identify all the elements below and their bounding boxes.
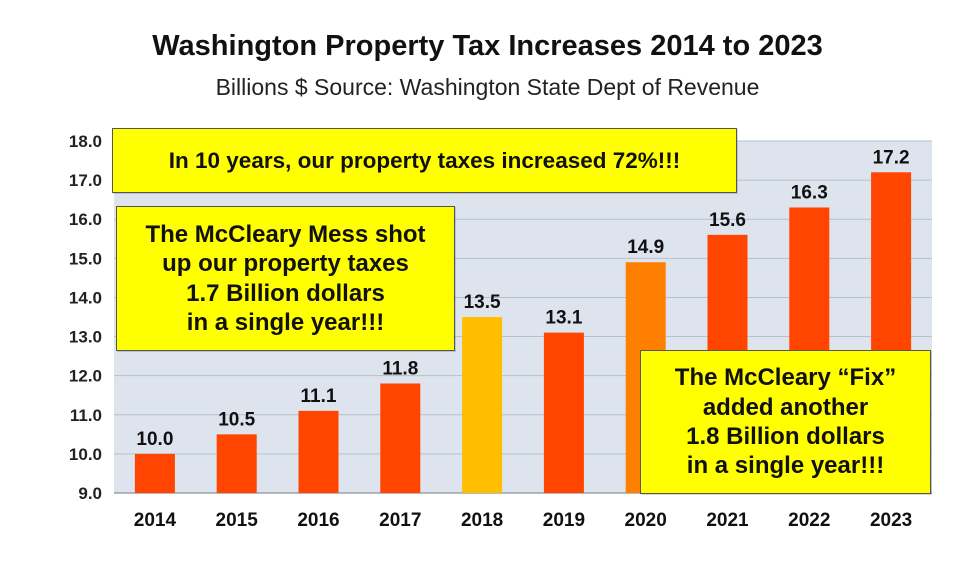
data-label-2017: 11.8 bbox=[382, 358, 418, 379]
data-label-2015: 10.5 bbox=[218, 409, 255, 430]
callout-mccleary-fix: The McCleary “Fix” added another 1.8 Bil… bbox=[640, 350, 931, 494]
x-tick-label-2014: 2014 bbox=[134, 510, 177, 531]
x-tick-label-2019: 2019 bbox=[543, 510, 585, 531]
x-tick-label-2018: 2018 bbox=[461, 510, 503, 531]
x-tick-label-2021: 2021 bbox=[706, 510, 749, 531]
y-tick-label: 18.0 bbox=[69, 132, 102, 151]
x-tick-label-2016: 2016 bbox=[297, 510, 339, 531]
data-label-2016: 11.1 bbox=[301, 386, 337, 407]
chart-title: Washington Property Tax Increases 2014 t… bbox=[152, 30, 823, 62]
x-tick-label-2023: 2023 bbox=[870, 510, 912, 531]
y-tick-label: 14.0 bbox=[69, 288, 102, 307]
data-label-2023: 17.2 bbox=[873, 147, 910, 168]
bar-2015 bbox=[216, 434, 257, 493]
callout-mccleary-mess: The McCleary Mess shot up our property t… bbox=[116, 206, 455, 351]
x-tick-label-2015: 2015 bbox=[216, 510, 259, 531]
callout-72-percent: In 10 years, our property taxes increase… bbox=[112, 128, 737, 193]
data-label-2018: 13.5 bbox=[464, 292, 501, 313]
data-labels: 10.0 10.5 11.1 11.8 13.5 13.1 14.9 15.6 16.3 17.2 bbox=[136, 147, 909, 450]
x-axis-ticks: 2014 2015 2016 2017 2018 2019 2020 2021 2022 2023 bbox=[134, 510, 912, 531]
y-tick-label: 17.0 bbox=[69, 171, 102, 190]
data-label-2019: 13.1 bbox=[545, 308, 582, 329]
x-tick-label-2022: 2022 bbox=[788, 510, 830, 531]
data-label-2022: 16.3 bbox=[791, 182, 828, 203]
bar-2014 bbox=[134, 453, 175, 493]
bar-2017 bbox=[380, 383, 421, 493]
y-axis-ticks: 9.0 10.0 11.0 12.0 13.0 14.0 15.0 16.0 17.0 18.0 bbox=[69, 132, 102, 503]
chart-subtitle: Billions $ Source: Washington State Dept… bbox=[215, 74, 760, 100]
bar-2016 bbox=[298, 410, 339, 493]
x-tick-label-2017: 2017 bbox=[379, 510, 421, 531]
data-label-2014: 10.0 bbox=[136, 429, 173, 450]
data-label-2021: 15.6 bbox=[709, 210, 746, 231]
y-tick-label: 13.0 bbox=[69, 328, 102, 347]
x-tick-label-2020: 2020 bbox=[625, 510, 667, 531]
y-tick-label: 11.0 bbox=[70, 406, 102, 425]
y-tick-label: 9.0 bbox=[78, 484, 102, 503]
bar-2019 bbox=[543, 332, 584, 493]
y-tick-label: 15.0 bbox=[69, 249, 102, 268]
y-tick-label: 12.0 bbox=[69, 367, 102, 386]
bar-2018 bbox=[462, 317, 503, 493]
data-label-2020: 14.9 bbox=[627, 237, 664, 258]
y-tick-label: 16.0 bbox=[69, 210, 102, 229]
y-tick-label: 10.0 bbox=[69, 445, 102, 464]
